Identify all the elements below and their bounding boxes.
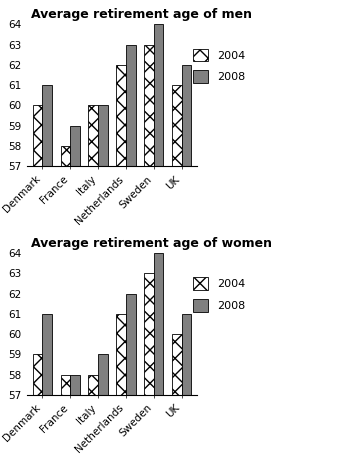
Legend: 2004, 2008: 2004, 2008 [193,277,246,312]
Bar [154,253,163,395]
Bar [88,106,98,166]
Legend: 2004, 2008: 2004, 2008 [193,49,246,83]
Bar [154,25,163,166]
Bar [98,106,108,166]
Bar [70,125,80,166]
Bar [126,44,136,166]
Bar [60,146,70,166]
Bar [116,314,126,395]
Bar [43,85,52,166]
Bar [88,375,98,395]
Bar [116,65,126,166]
Text: Average retirement age of women: Average retirement age of women [30,237,272,250]
Bar [33,354,43,395]
Bar [144,44,154,166]
Bar [70,375,80,395]
Bar [144,273,154,395]
Bar [60,375,70,395]
Bar [172,85,181,166]
Bar [126,294,136,395]
Bar [98,354,108,395]
Bar [181,65,191,166]
Bar [43,314,52,395]
Bar [33,106,43,166]
Bar [172,334,181,395]
Bar [181,314,191,395]
Text: Average retirement age of men: Average retirement age of men [30,8,252,21]
